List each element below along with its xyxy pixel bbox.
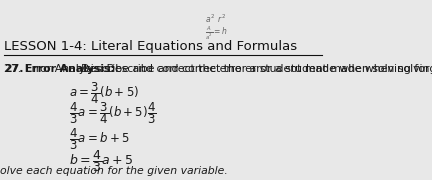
- Text: olve each equation for the given variable.: olve each equation for the given variabl…: [0, 166, 228, 176]
- Text: $\dfrac{4}{3}a = \dfrac{3}{4}(b + 5)\dfrac{4}{3}$: $\dfrac{4}{3}a = \dfrac{3}{4}(b + 5)\dfr…: [69, 101, 157, 127]
- Text: $\dfrac{4}{3}a = b + 5$: $\dfrac{4}{3}a = b + 5$: [69, 126, 130, 152]
- Text: 27.: 27.: [4, 64, 24, 74]
- Text: 27. Error Analysis: Describe and correct the error a student made when solving f: 27. Error Analysis: Describe and correct…: [4, 64, 432, 74]
- Text: Describe and correct the error a student made when solving for b.: Describe and correct the error a student…: [25, 64, 432, 74]
- Text: $\frac{A}{a^2} = h$: $\frac{A}{a^2} = h$: [205, 25, 227, 42]
- Text: $a = \dfrac{3}{4}(b + 5)$: $a = \dfrac{3}{4}(b + 5)$: [69, 80, 139, 106]
- Text: LESSON 1-4: Literal Equations and Formulas: LESSON 1-4: Literal Equations and Formul…: [4, 40, 298, 53]
- Text: $b = \dfrac{4}{3}a + 5$: $b = \dfrac{4}{3}a + 5$: [69, 148, 134, 174]
- Text: $a^2 \;\; r^2$: $a^2 \;\; r^2$: [205, 13, 227, 25]
- Text: Error Analysis:: Error Analysis:: [25, 64, 115, 74]
